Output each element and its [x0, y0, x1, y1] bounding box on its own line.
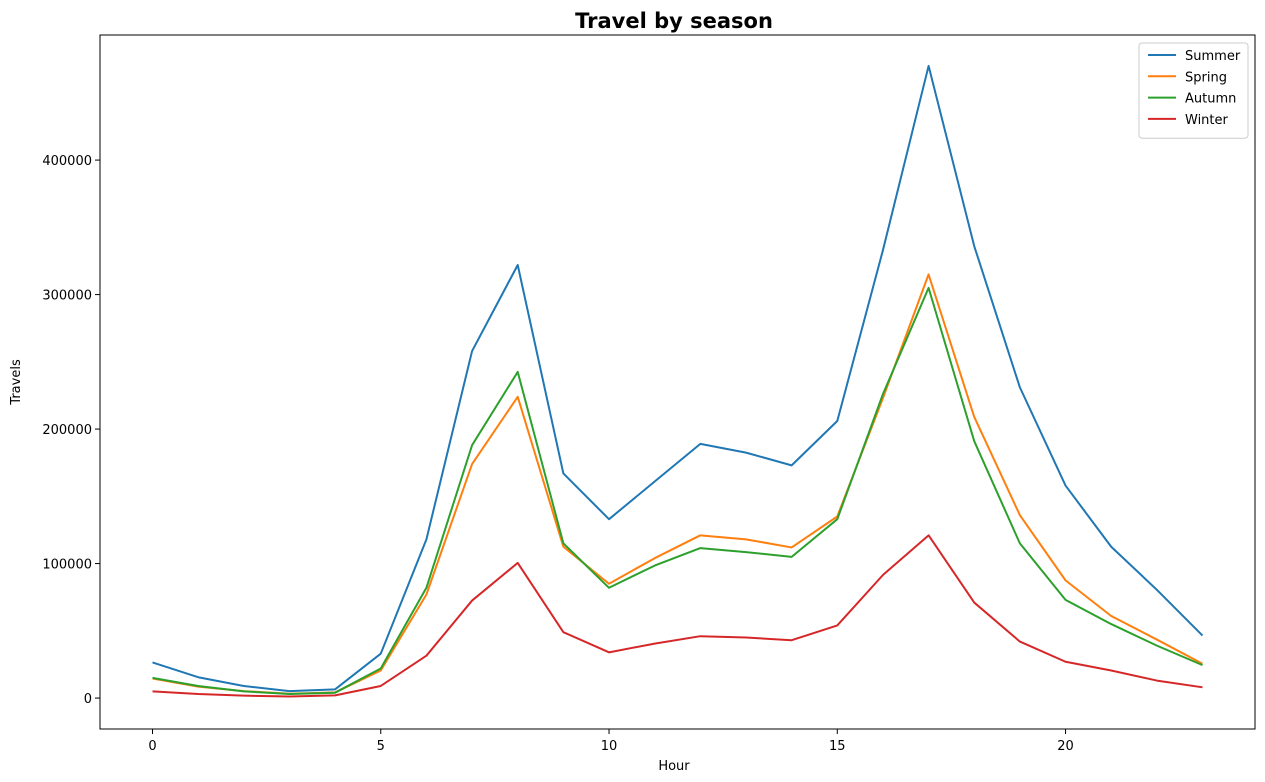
x-tick-label: 0 [148, 739, 156, 754]
series-line-summer [152, 64, 1204, 693]
chart-title: Travel by season [575, 9, 773, 33]
y-tick-label: 200000 [42, 423, 92, 438]
series-layer [152, 64, 1204, 698]
legend-box [1138, 42, 1249, 139]
y-axis-label: Travels [9, 359, 24, 406]
series-line-winter [152, 534, 1203, 698]
x-axis-label: Hour [658, 759, 690, 774]
legend-label-autumn: Autumn [1185, 92, 1236, 107]
x-tick-label: 5 [377, 739, 385, 754]
legend: Summer Spring Autumn Winter [1138, 42, 1249, 139]
x-tick-label: 20 [1057, 739, 1074, 754]
legend-label-winter: Winter [1185, 113, 1229, 128]
plot-frame [99, 34, 1256, 730]
series-line-autumn [152, 286, 1203, 696]
legend-label-summer: Summer [1185, 49, 1241, 64]
y-axis: 0 100000 200000 300000 400000 [42, 154, 100, 707]
y-tick-label: 300000 [42, 289, 92, 304]
legend-label-spring: Spring [1185, 70, 1227, 85]
y-tick-label: 0 [84, 692, 92, 707]
x-tick-label: 15 [829, 739, 846, 754]
y-tick-label: 400000 [42, 154, 92, 169]
x-axis: 0 5 10 15 20 [148, 729, 1074, 754]
x-tick-label: 10 [601, 739, 618, 754]
y-tick-label: 100000 [42, 558, 92, 573]
